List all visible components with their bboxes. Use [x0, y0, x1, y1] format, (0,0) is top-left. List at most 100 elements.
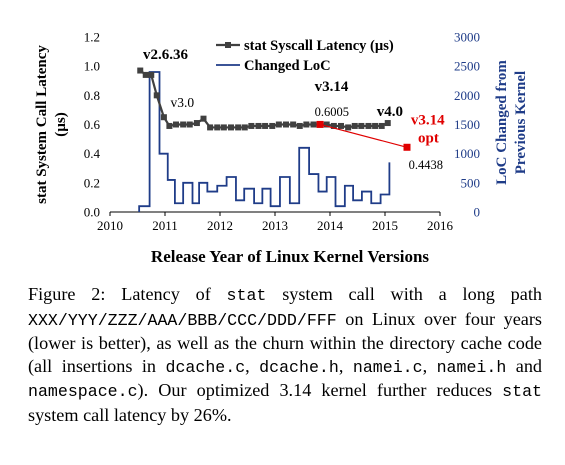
stat-latency-point: [200, 115, 207, 122]
stat-latency-point: [235, 124, 242, 131]
legend-latency-marker: [225, 42, 231, 48]
stat-latency-point: [378, 122, 385, 129]
figure-caption: Figure 2: Latency of stat system call wi…: [28, 283, 542, 427]
annotation-label: 0.6005: [315, 105, 349, 119]
stat-latency-point: [148, 71, 155, 78]
stat-latency-point: [186, 121, 193, 128]
annotation-label: 0.4438: [409, 158, 443, 172]
y-right-tick-label: 3000: [454, 30, 480, 45]
stat-latency-point: [262, 122, 269, 129]
annotation-label: v3.14: [411, 113, 445, 129]
caption-code: dcache.c: [165, 357, 246, 377]
stat-latency-point: [180, 121, 187, 128]
y-right-tick-label: 2000: [454, 88, 480, 103]
caption-text: ). Our optimized 3.14 kernel further red…: [137, 380, 503, 401]
stat-latency-point: [220, 124, 227, 131]
v314-opt-point: [403, 143, 411, 151]
stat-latency-point: [160, 114, 167, 121]
caption-text: and: [506, 355, 543, 376]
annotation-label: v4.0: [377, 104, 403, 120]
caption-text: system call with a long path: [266, 284, 542, 304]
y-right-tick-label: 1500: [454, 117, 480, 132]
caption-code: stat: [226, 286, 267, 305]
stat-latency-point: [372, 122, 379, 129]
caption-code: stat: [502, 382, 542, 402]
x-tick-label: 2014: [317, 218, 344, 233]
chart-annotations: v2.6.36 v3.0 v3.14 0.6005 v4.0 v3.14 opt 0.4438: [143, 47, 445, 172]
stat-latency-point: [338, 122, 344, 129]
stat-latency-point: [358, 122, 365, 129]
y-left-axis-title: stat System Call Latency (µs): [34, 45, 69, 204]
stat-latency-point: [153, 92, 160, 99]
v314-point: [316, 120, 324, 128]
annotation-label: v3.0: [171, 95, 195, 110]
caption-text: Latency of: [105, 284, 227, 304]
y-left-tick-label: 0.0: [84, 205, 100, 220]
caption-code: dcache.h: [259, 357, 339, 377]
stat-latency-point: [365, 122, 372, 129]
y-right-tick-label: 2500: [454, 59, 480, 74]
x-tick-label: 2015: [372, 218, 398, 233]
stat-latency-point: [275, 121, 282, 128]
stat-latency-point: [384, 120, 391, 127]
x-tick-label: 2016: [427, 218, 454, 233]
stat-latency-point: [137, 67, 144, 74]
stat-latency-point: [142, 71, 149, 78]
caption-text: ,: [422, 355, 437, 376]
stat-latency-point: [166, 122, 173, 129]
caption-code: XXX/YYY/ZZZ/AAA/BBB/CCC/DDD/FFF: [28, 310, 337, 330]
annotation-label: opt: [418, 131, 439, 147]
y-left-tick-label: 0.2: [84, 175, 100, 190]
y-left-tick-label: 1.2: [84, 30, 100, 45]
stat-latency-point: [330, 122, 337, 129]
stat-latency-point: [241, 124, 248, 131]
y-left-tick-label: 0.4: [84, 146, 101, 161]
caption-code: namespace.c: [28, 382, 138, 402]
stat-latency-point: [255, 122, 262, 129]
x-tick-label: 2013: [262, 218, 288, 233]
y-left-tick-label: 1.0: [84, 59, 100, 74]
caption-text: ,: [245, 355, 260, 376]
y-right-tick-label: 0: [474, 205, 481, 220]
stat-latency-point: [193, 120, 200, 127]
chart-legend: stat Syscall Latency (µs) Changed LoC: [216, 38, 394, 74]
stat-latency-point: [283, 121, 289, 128]
annotation-label: v2.6.36: [143, 47, 189, 63]
caption-code: namei.c: [352, 357, 423, 377]
opt-connector-line: [319, 123, 408, 148]
y-right-axis-title: LoC Changed from Previous Kernel: [494, 60, 529, 185]
caption-text: on Linux over four years (lower is bette…: [28, 308, 542, 376]
stat-latency-point: [269, 122, 276, 129]
y-right-tick-label: 500: [461, 175, 481, 190]
x-tick-label: 2010: [97, 218, 123, 233]
annotation-label: v3.14: [315, 79, 349, 95]
caption-code: namei.h: [436, 357, 507, 377]
x-tick-label: 2012: [207, 218, 233, 233]
caption-text: system call latency by 26%.: [28, 404, 232, 425]
legend-loc-label: Changed LoC: [244, 58, 331, 74]
changed-loc-line: [138, 71, 391, 212]
series-stat-latency: [137, 67, 391, 131]
stat-latency-point: [207, 124, 214, 131]
y-left-tick-label: 0.8: [84, 88, 100, 103]
legend-latency-label: stat Syscall Latency (µs): [244, 38, 394, 54]
stat-latency-point: [296, 122, 303, 129]
series-v314-opt: [316, 120, 411, 151]
chart-axes: 2010 2011 2012 2013 2014 2015 2016 0.0 0.2 0.4 0.6…: [84, 30, 480, 234]
y-right-tick-label: 1000: [454, 146, 480, 161]
stat-latency-point: [290, 121, 297, 128]
latency-chart-figure: 2010 2011 2012 2013 2014 2015 2016 0.0 0.2 0.4 0.6…: [34, 30, 529, 267]
stat-latency-point: [323, 121, 330, 128]
series-changed-loc: [138, 71, 391, 212]
x-tick-label: 2011: [152, 218, 178, 233]
stat-latency-point: [310, 121, 317, 128]
axis-titles: Release Year of Linux Kernel Versions sta…: [34, 45, 529, 266]
stat-latency-point: [248, 122, 255, 129]
caption-text: ,: [338, 355, 353, 376]
stat-latency-point: [345, 124, 352, 131]
stat-latency-point: [351, 122, 358, 129]
caption-figure-label: Figure 2:: [28, 284, 106, 304]
x-axis-title: Release Year of Linux Kernel Versions: [151, 247, 430, 266]
stat-latency-point: [214, 124, 221, 131]
latency-chart: 2010 2011 2012 2013 2014 2015 2016 0.0 0.2 0.4 0.6…: [34, 30, 529, 267]
